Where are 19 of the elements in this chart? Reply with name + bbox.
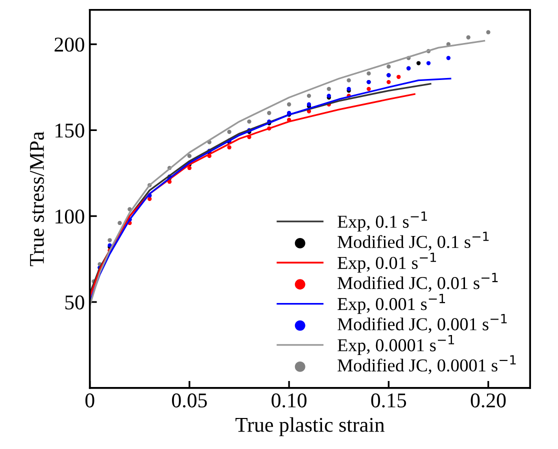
x-tick-label: 0.10 bbox=[272, 393, 306, 408]
legend-label: Exp, 0.0001 s$^{−1}$ bbox=[338, 335, 454, 356]
y-tick-label: 200 bbox=[54, 38, 84, 52]
legend-label: Modified JC, 0.01 s$^{−1}$ bbox=[338, 272, 498, 292]
x-axis-title: True plastic strain bbox=[236, 417, 384, 436]
legend-label: Exp, 0.001 s$^{−1}$ bbox=[338, 294, 445, 314]
x-tick-label: 0.20 bbox=[470, 393, 506, 408]
y-tick-label: 150 bbox=[56, 124, 84, 138]
legend-label: Exp, 0.01 s$^{−1}$ bbox=[338, 252, 436, 273]
x-tick-label: 0 bbox=[85, 393, 94, 408]
legend-label: Modified JC, 0.1 s$^{−1}$ bbox=[338, 232, 489, 251]
y-axis-title: True stress/MPa bbox=[30, 132, 44, 266]
legend-label: Exp, 0.1 s$^{−1}$ bbox=[338, 212, 427, 232]
legend-label: Modified JC, 0.0001 s$^{−1}$ bbox=[338, 355, 516, 374]
x-tick-label: 0.05 bbox=[172, 393, 207, 408]
y-tick-label: 100 bbox=[56, 209, 84, 224]
x-tick-label: 0.15 bbox=[371, 393, 406, 408]
legend-label: Modified JC, 0.001 s$^{−1}$ bbox=[338, 314, 507, 333]
y-tick-label: 50 bbox=[65, 295, 84, 310]
